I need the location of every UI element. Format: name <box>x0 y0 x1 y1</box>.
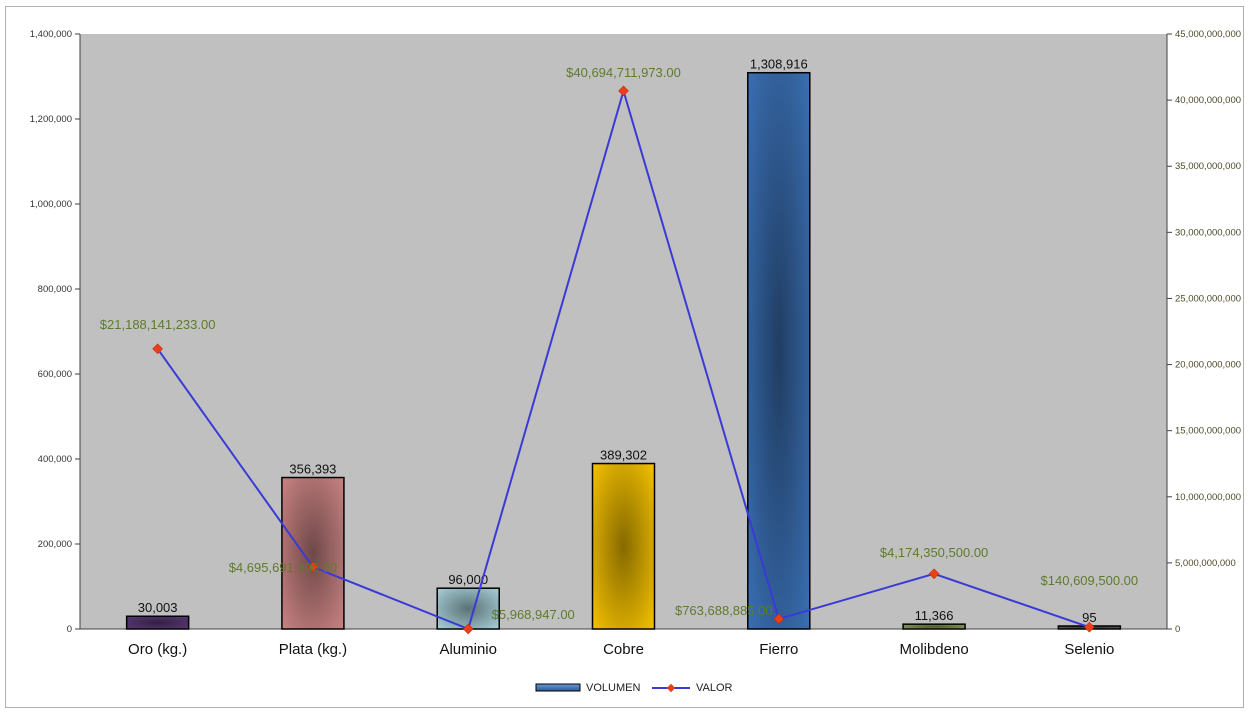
bar-value-label: 95 <box>1082 610 1096 625</box>
left-tick-label: 800,000 <box>38 284 72 295</box>
legend-label-valor: VALOR <box>696 682 733 694</box>
right-tick-label: 20,000,000,000 <box>1175 360 1241 371</box>
right-tick-label: 10,000,000,000 <box>1175 492 1241 503</box>
valor-value-label: $763,688,885.00 <box>675 603 773 618</box>
bar-2 <box>281 476 345 630</box>
chart-frame: 0 200,000 400,000 600,000 800,000 1,000,000 1,… <box>5 6 1244 708</box>
right-tick-label: 45,000,000,000 <box>1175 29 1241 40</box>
category-label: Molibdeno <box>899 641 968 658</box>
right-tick-label: 25,000,000,000 <box>1175 293 1241 304</box>
right-tick-label: 5,000,000,000 <box>1175 558 1236 569</box>
bar-4 <box>591 462 656 630</box>
valor-point <box>928 568 940 580</box>
valor-value-label: $21,188,141,233.00 <box>100 317 216 332</box>
legend: VOLUMEN VALOR <box>535 682 733 694</box>
volumen-bars <box>125 71 1122 630</box>
bar-value-label: 96,000 <box>448 572 488 587</box>
category-label: Plata (kg.) <box>279 641 347 658</box>
right-tick-label: 35,000,000,000 <box>1175 161 1241 172</box>
bar-3 <box>436 587 500 630</box>
valor-value-label: $140,609,500.00 <box>1041 573 1139 588</box>
valor-value-label: $4,174,350,500.00 <box>880 545 988 560</box>
right-tick-label: 0 <box>1175 624 1180 635</box>
valor-point <box>152 343 163 355</box>
valor-line-series <box>152 85 1095 635</box>
category-label: Fierro <box>759 641 798 658</box>
legend-swatch-volumen <box>535 683 581 692</box>
bar-1 <box>125 615 190 630</box>
category-label: Cobre <box>603 641 644 658</box>
left-tick-label: 1,000,000 <box>30 199 72 210</box>
left-tick-label: 400,000 <box>38 454 72 465</box>
valor-point <box>1084 621 1095 633</box>
left-tick-label: 1,200,000 <box>30 114 72 125</box>
valor-value-label: $5,968,947.00 <box>492 607 575 622</box>
valor-value-label: $40,694,711,973.00 <box>566 65 681 80</box>
left-tick-label: 1,400,000 <box>30 29 72 40</box>
right-y-axis: 0 5,000,000,000 10,000,000,000 15,000,000,0… <box>1166 29 1241 635</box>
valor-data-labels: $21,188,141,233.00 $4,695,691,990.00 $5,96… <box>100 65 1138 622</box>
left-tick-label: 0 <box>67 624 72 635</box>
bar-value-label: 30,003 <box>138 600 178 615</box>
bar-value-label: 389,302 <box>600 448 647 463</box>
legend-marker-valor <box>666 683 676 693</box>
left-tick-label: 600,000 <box>38 369 72 380</box>
legend-label-volumen: VOLUMEN <box>586 682 640 694</box>
valor-point <box>462 623 474 635</box>
valor-value-label: $4,695,691,990.00 <box>229 560 337 575</box>
combo-chart: 0 200,000 400,000 600,000 800,000 1,000,000 1,… <box>30 29 1241 694</box>
bar-5 <box>747 71 811 630</box>
valor-point <box>307 561 319 573</box>
valor-point <box>618 85 629 97</box>
category-label: Oro (kg.) <box>128 641 187 658</box>
left-tick-label: 200,000 <box>38 539 72 550</box>
category-label: Selenio <box>1064 641 1114 658</box>
valor-point <box>773 613 785 625</box>
right-tick-label: 40,000,000,000 <box>1175 95 1241 106</box>
category-label: Aluminio <box>439 641 497 658</box>
bar-6 <box>902 623 966 630</box>
volumen-bar-labels: 30,003 356,393 96,000 389,302 1,308,916 11,36… <box>138 57 1097 625</box>
category-axis-labels: Oro (kg.) Plata (kg.) Aluminio Cobre Fierro M… <box>128 641 1114 658</box>
bar-value-label: 356,393 <box>289 462 336 477</box>
right-tick-label: 15,000,000,000 <box>1175 426 1241 437</box>
right-tick-label: 30,000,000,000 <box>1175 227 1241 238</box>
bar-value-label: 11,366 <box>915 608 954 623</box>
bar-value-label: 1,308,916 <box>750 57 808 72</box>
